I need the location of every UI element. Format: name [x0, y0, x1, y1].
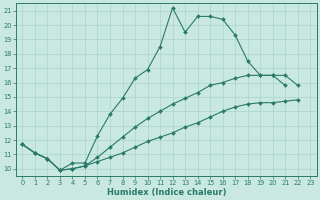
X-axis label: Humidex (Indice chaleur): Humidex (Indice chaleur)	[107, 188, 226, 197]
